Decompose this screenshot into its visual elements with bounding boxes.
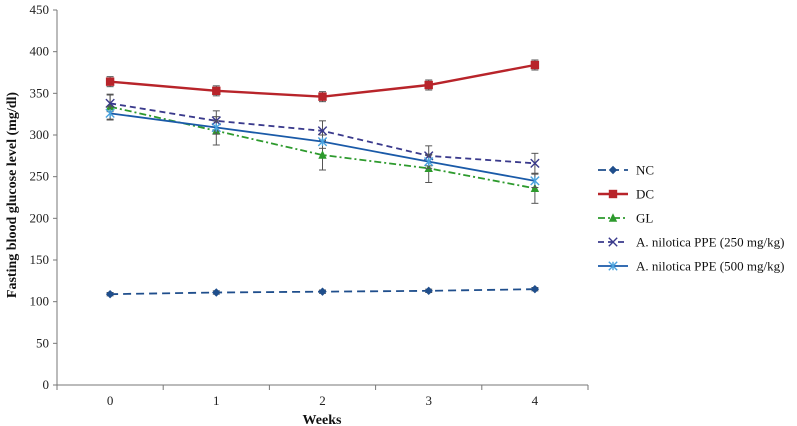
data-point <box>105 77 115 86</box>
series-dc <box>105 59 540 103</box>
data-point <box>424 286 433 296</box>
legend-marker <box>608 261 618 271</box>
legend-item: DC <box>598 187 654 202</box>
legend-label: A. nilotica PPE (250 mg/kg) <box>636 235 784 250</box>
data-point <box>424 156 434 167</box>
legend-marker <box>608 165 618 175</box>
legend-marker <box>608 237 618 247</box>
data-point <box>318 92 327 101</box>
x-axis-title: Weeks <box>303 413 342 426</box>
data-point <box>212 288 221 297</box>
y-tick-label: 200 <box>30 210 50 225</box>
x-tick-label: 0 <box>107 393 114 408</box>
y-tick-label: 50 <box>36 335 49 350</box>
data-point <box>530 284 540 294</box>
data-point <box>105 98 115 109</box>
y-tick-label: 350 <box>30 85 50 100</box>
data-point <box>530 158 540 169</box>
data-point <box>318 287 327 296</box>
data-point <box>530 176 540 186</box>
series-line <box>109 105 536 190</box>
legend-item: A. nilotica PPE (500 mg/kg) <box>598 259 784 274</box>
legend-marker <box>608 213 618 222</box>
marker-stroke <box>317 126 328 136</box>
data-point <box>530 60 540 70</box>
marker-stroke <box>530 158 540 169</box>
y-tick-label: 0 <box>43 377 50 392</box>
data-point <box>317 136 328 147</box>
data-point <box>317 126 328 136</box>
legend-marker <box>608 189 618 199</box>
legend-label: NC <box>636 163 654 178</box>
y-tick-label: 100 <box>30 294 50 309</box>
legend-item: A. nilotica PPE (250 mg/kg) <box>598 235 784 250</box>
series-nc <box>105 284 540 299</box>
y-axis-title: Fasting blood glucose level (mg/dl) <box>5 92 20 298</box>
data-point <box>211 122 221 133</box>
legend-label: A. nilotica PPE (500 mg/kg) <box>636 259 784 274</box>
x-tick-label: 3 <box>425 393 432 408</box>
x-tick-label: 4 <box>532 393 539 408</box>
legend-label: GL <box>636 211 653 226</box>
x-tick-label: 1 <box>213 393 220 408</box>
series-a-nilotica-ppe-500-mg-kg <box>105 106 540 188</box>
x-tick-label: 2 <box>319 393 326 408</box>
y-tick-label: 450 <box>30 2 50 17</box>
data-point <box>105 108 115 119</box>
data-point <box>105 289 115 299</box>
y-tick-label: 150 <box>30 252 50 267</box>
marker-stroke <box>105 98 115 109</box>
plot-area <box>105 59 540 299</box>
data-point <box>318 150 327 159</box>
y-tick-label: 400 <box>30 44 50 59</box>
legend-item: NC <box>598 163 654 178</box>
marker-stroke <box>608 237 618 247</box>
legend: NC DC GL A. nilotica PPE (250 mg/kg) A. nilo… <box>598 163 784 274</box>
y-tick-label: 300 <box>30 127 50 142</box>
axes: 0 50 100 150 200 250 300 350 400 450 0 1 2 3 4 <box>30 2 589 408</box>
data-point <box>424 80 433 90</box>
data-point <box>212 86 221 96</box>
legend-label: DC <box>636 187 654 202</box>
y-tick-label: 250 <box>30 169 50 184</box>
legend-item: GL <box>598 211 653 226</box>
